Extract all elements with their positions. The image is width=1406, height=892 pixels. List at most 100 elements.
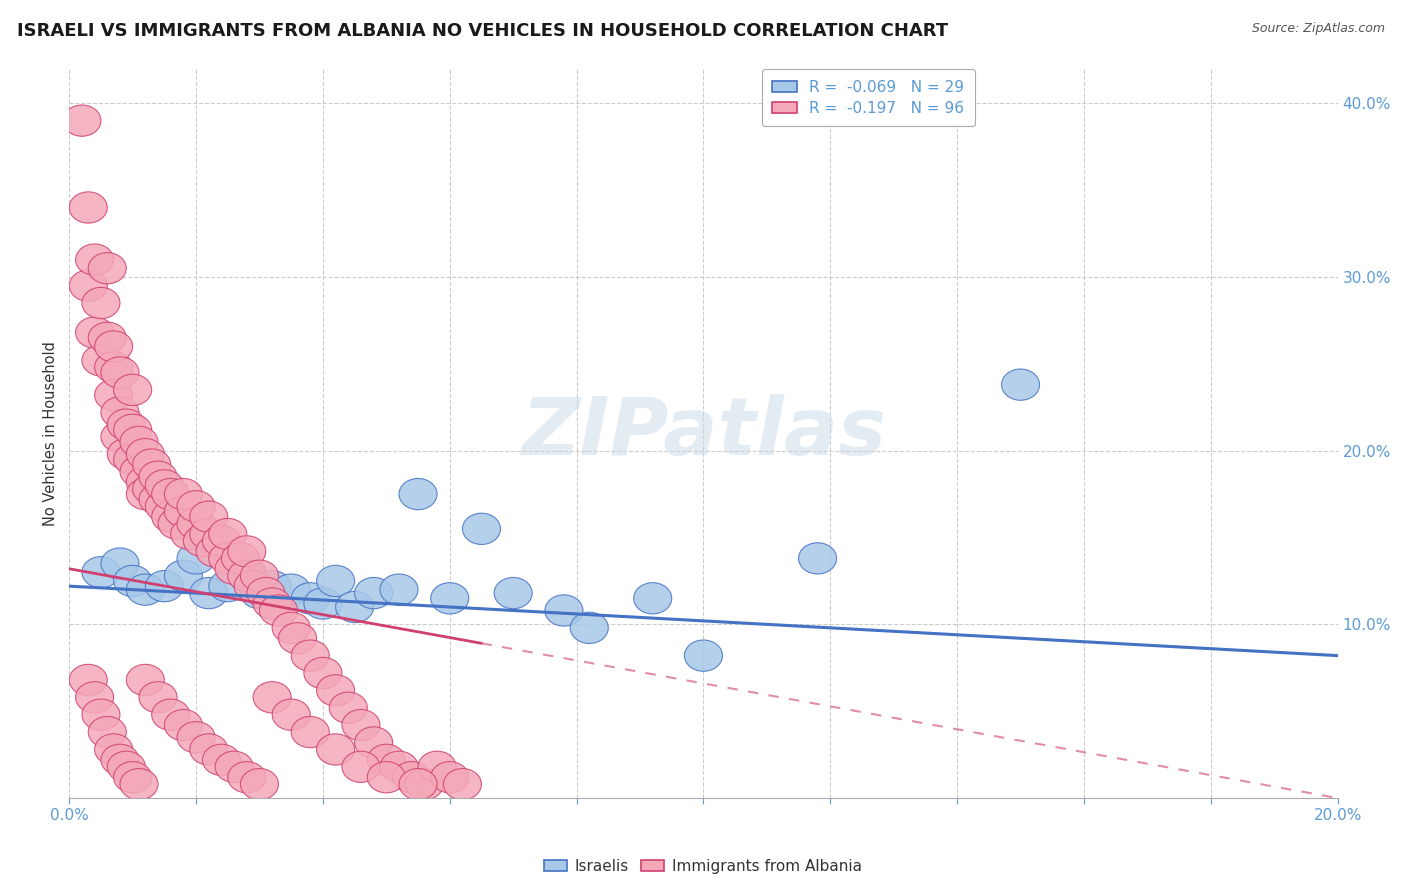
Ellipse shape	[89, 322, 127, 353]
Ellipse shape	[202, 744, 240, 775]
Ellipse shape	[208, 571, 247, 602]
Ellipse shape	[177, 542, 215, 574]
Ellipse shape	[430, 762, 468, 793]
Ellipse shape	[170, 518, 208, 549]
Ellipse shape	[399, 769, 437, 800]
Ellipse shape	[101, 357, 139, 388]
Ellipse shape	[228, 536, 266, 567]
Ellipse shape	[215, 751, 253, 782]
Ellipse shape	[273, 699, 311, 731]
Ellipse shape	[152, 501, 190, 533]
Ellipse shape	[183, 525, 221, 557]
Ellipse shape	[253, 571, 291, 602]
Legend: R =  -0.069   N = 29, R =  -0.197   N = 96: R = -0.069 N = 29, R = -0.197 N = 96	[762, 69, 974, 127]
Ellipse shape	[316, 734, 354, 765]
Ellipse shape	[546, 595, 583, 626]
Ellipse shape	[354, 577, 392, 608]
Ellipse shape	[418, 751, 456, 782]
Ellipse shape	[240, 560, 278, 591]
Ellipse shape	[82, 699, 120, 731]
Ellipse shape	[101, 548, 139, 579]
Ellipse shape	[235, 571, 273, 602]
Ellipse shape	[202, 525, 240, 557]
Ellipse shape	[336, 591, 374, 623]
Ellipse shape	[76, 681, 114, 713]
Ellipse shape	[114, 375, 152, 406]
Ellipse shape	[76, 317, 114, 348]
Ellipse shape	[367, 744, 405, 775]
Ellipse shape	[273, 574, 311, 606]
Legend: Israelis, Immigrants from Albania: Israelis, Immigrants from Albania	[538, 853, 868, 880]
Ellipse shape	[291, 640, 329, 672]
Ellipse shape	[190, 518, 228, 549]
Ellipse shape	[94, 331, 132, 362]
Ellipse shape	[165, 709, 202, 740]
Ellipse shape	[114, 566, 152, 597]
Ellipse shape	[253, 681, 291, 713]
Ellipse shape	[120, 456, 157, 487]
Ellipse shape	[380, 751, 418, 782]
Ellipse shape	[101, 744, 139, 775]
Ellipse shape	[82, 287, 120, 318]
Ellipse shape	[63, 105, 101, 136]
Ellipse shape	[380, 574, 418, 606]
Ellipse shape	[69, 270, 107, 301]
Ellipse shape	[430, 582, 468, 614]
Ellipse shape	[120, 769, 157, 800]
Ellipse shape	[494, 577, 533, 608]
Ellipse shape	[342, 751, 380, 782]
Ellipse shape	[139, 483, 177, 515]
Ellipse shape	[291, 582, 329, 614]
Ellipse shape	[273, 612, 311, 643]
Ellipse shape	[157, 508, 195, 540]
Ellipse shape	[145, 491, 183, 522]
Ellipse shape	[208, 518, 247, 549]
Ellipse shape	[114, 443, 152, 475]
Ellipse shape	[107, 439, 145, 470]
Ellipse shape	[127, 467, 165, 498]
Ellipse shape	[177, 491, 215, 522]
Ellipse shape	[82, 557, 120, 588]
Ellipse shape	[685, 640, 723, 672]
Ellipse shape	[221, 542, 260, 574]
Ellipse shape	[152, 478, 190, 509]
Ellipse shape	[399, 478, 437, 509]
Ellipse shape	[107, 751, 145, 782]
Ellipse shape	[82, 344, 120, 376]
Ellipse shape	[253, 588, 291, 619]
Ellipse shape	[260, 595, 298, 626]
Ellipse shape	[165, 478, 202, 509]
Ellipse shape	[177, 508, 215, 540]
Ellipse shape	[1001, 369, 1039, 401]
Ellipse shape	[247, 577, 285, 608]
Ellipse shape	[101, 421, 139, 452]
Ellipse shape	[127, 478, 165, 509]
Ellipse shape	[228, 557, 266, 588]
Ellipse shape	[139, 461, 177, 492]
Ellipse shape	[114, 762, 152, 793]
Ellipse shape	[190, 577, 228, 608]
Ellipse shape	[405, 769, 443, 800]
Ellipse shape	[443, 769, 481, 800]
Ellipse shape	[799, 542, 837, 574]
Ellipse shape	[145, 470, 183, 501]
Ellipse shape	[463, 513, 501, 544]
Ellipse shape	[132, 449, 170, 480]
Ellipse shape	[634, 582, 672, 614]
Ellipse shape	[165, 496, 202, 527]
Ellipse shape	[304, 588, 342, 619]
Ellipse shape	[145, 571, 183, 602]
Ellipse shape	[190, 501, 228, 533]
Ellipse shape	[329, 692, 367, 723]
Ellipse shape	[190, 734, 228, 765]
Ellipse shape	[165, 560, 202, 591]
Ellipse shape	[132, 474, 170, 505]
Ellipse shape	[316, 566, 354, 597]
Ellipse shape	[94, 379, 132, 410]
Ellipse shape	[94, 734, 132, 765]
Y-axis label: No Vehicles in Household: No Vehicles in Household	[44, 341, 58, 525]
Ellipse shape	[127, 439, 165, 470]
Text: ZIPatlas: ZIPatlas	[522, 394, 886, 472]
Text: ISRAELI VS IMMIGRANTS FROM ALBANIA NO VEHICLES IN HOUSEHOLD CORRELATION CHART: ISRAELI VS IMMIGRANTS FROM ALBANIA NO VE…	[17, 22, 948, 40]
Ellipse shape	[367, 762, 405, 793]
